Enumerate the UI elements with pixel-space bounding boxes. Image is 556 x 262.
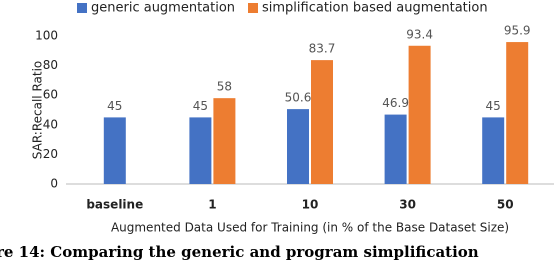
y-tick-label: 60 [43,88,58,102]
value-label: 95.9 [504,24,531,38]
y-tick-label: 80 [43,58,58,72]
bar [384,114,407,184]
y-tick-label: 20 [43,147,58,161]
value-label: 45 [107,99,122,113]
bar [311,60,333,184]
value-label: 45 [486,99,501,113]
legend-label: generic augmentation [91,1,235,16]
y-axis-title: SAR:Recall Ratio [31,61,45,159]
y-tick-label: 100 [35,29,58,43]
value-label: 58 [217,80,232,94]
x-axis-title: Augmented Data Used for Training (in % o… [111,221,509,235]
y-tick-label: 0 [50,177,58,191]
legend-swatch [77,3,87,13]
y-tick-label: 40 [43,117,58,131]
bar [482,117,505,184]
value-label: 50.6 [285,91,312,105]
legend-label: simplification based augmentation [262,1,488,16]
bar [189,117,212,184]
value-label: 45 [193,99,208,113]
bar [506,42,529,185]
bar [103,117,126,184]
x-tick-label: 30 [399,198,416,212]
x-tick-label: 10 [302,198,319,212]
x-tick-label: 1 [208,198,216,212]
x-tick-label: 50 [497,198,514,212]
caption: re 14: Comparing the generic and program… [0,243,479,261]
bar [408,45,431,184]
x-tick-label: baseline [86,198,143,212]
legend-swatch [248,3,258,13]
bar [213,98,236,184]
bar [287,109,309,184]
value-label: 83.7 [309,42,336,56]
value-label: 46.9 [382,96,409,110]
value-label: 93.4 [406,27,433,41]
